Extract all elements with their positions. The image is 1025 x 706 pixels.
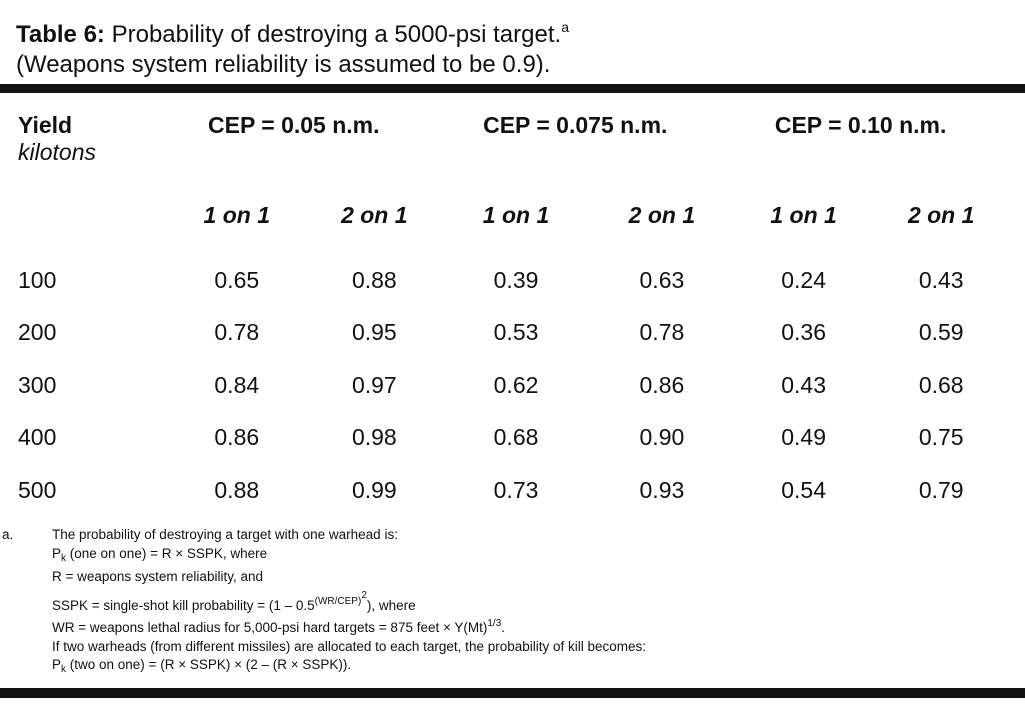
table-row: 400 0.86 0.98 0.68 0.90 0.49 0.75 (0, 412, 1010, 465)
footnote-text: SSPK = single-shot kill probability = (1… (52, 597, 315, 613)
value-cell: 0.49 (781, 424, 826, 451)
yield-cell: 200 (18, 319, 57, 346)
footnote-line: WR = weapons lethal radius for 5,000-psi… (52, 615, 646, 638)
footnote-line: R = weapons system reliability, and (52, 569, 263, 584)
yield-cell: 300 (18, 371, 57, 398)
yield-cell: 400 (18, 424, 57, 451)
exponent: (WR/CEP)2 (314, 590, 367, 607)
exponent-square: 2 (361, 589, 367, 601)
value-cell: 0.39 (493, 266, 539, 293)
pk-subscript: k (61, 552, 67, 564)
value-cell: 0.75 (918, 424, 964, 451)
exponent: 1/3 (487, 618, 502, 629)
yield-cell: 500 (18, 476, 57, 503)
footnote-text: WR = weapons lethal radius for 5,000-psi… (52, 620, 488, 635)
header-row-cep: Yield kilotons CEP = 0.05 n.m. CEP = 0.0… (0, 112, 1010, 202)
pk-subscript: k (61, 664, 67, 675)
value-cell: 0.36 (781, 319, 826, 346)
pk-symbol: P (52, 545, 62, 561)
header-row-allocation: 1 on 1 2 on 1 1 on 1 2 on 1 1 on 1 2 on … (0, 202, 1010, 254)
yield-cell: 100 (18, 266, 57, 293)
value-cell: 0.59 (918, 319, 964, 346)
top-rule (0, 84, 1025, 93)
exponent-text: (WR/CEP) (314, 595, 362, 607)
value-cell: 0.95 (351, 319, 397, 346)
value-cell: 0.73 (493, 476, 539, 503)
value-cell: 0.78 (639, 319, 685, 346)
sub-header: 2 on 1 (628, 202, 696, 228)
sub-header: 1 on 1 (203, 202, 270, 228)
footnote-line: Pk (two on one) = (R × SSPK) × (2 – (R ×… (52, 656, 646, 680)
value-cell: 0.86 (639, 371, 685, 398)
value-cell: 0.63 (639, 266, 685, 293)
sub-header: 1 on 1 (770, 202, 837, 228)
value-cell: 0.68 (493, 424, 539, 451)
value-cell: 0.24 (781, 266, 826, 293)
cep-header-3: CEP = 0.10 n.m. (774, 112, 947, 138)
value-cell: 0.88 (351, 266, 397, 293)
table-row: 100 0.65 0.88 0.39 0.63 0.24 0.43 (0, 254, 1010, 307)
sub-header: 1 on 1 (482, 202, 550, 228)
table-row: 200 0.78 0.95 0.53 0.78 0.36 0.59 (0, 307, 1010, 360)
value-cell: 0.98 (351, 424, 397, 451)
value-cell: 0.79 (918, 476, 964, 503)
value-cell: 0.86 (214, 424, 260, 451)
title-line-2: (Weapons system reliability is assumed t… (16, 51, 551, 78)
value-cell: 0.78 (214, 319, 260, 346)
table-row: 300 0.84 0.97 0.62 0.86 0.43 0.68 (0, 359, 1010, 412)
pk-symbol: P (52, 657, 62, 672)
cep-header-2: CEP = 0.075 n.m. (483, 112, 668, 138)
value-cell: 0.99 (351, 476, 397, 503)
value-cell: 0.88 (214, 476, 260, 503)
value-cell: 0.68 (918, 371, 964, 398)
probability-table: Yield kilotons CEP = 0.05 n.m. CEP = 0.0… (0, 112, 1010, 517)
footnote-body: The probability of destroying a target w… (52, 526, 646, 680)
cep-header-1: CEP = 0.05 n.m. (208, 112, 380, 138)
footnote-text: . (501, 620, 506, 635)
sub-header: 2 on 1 (341, 202, 408, 228)
value-cell: 0.65 (214, 266, 260, 293)
empty-header-cell (0, 202, 168, 254)
yield-header: Yield kilotons (0, 112, 168, 202)
title-footnote-mark: a (561, 19, 569, 35)
value-cell: 0.84 (214, 371, 260, 398)
value-cell: 0.97 (351, 371, 397, 398)
table-row: 500 0.88 0.99 0.73 0.93 0.54 0.79 (0, 464, 1010, 517)
footnote-text: ), where (366, 597, 416, 613)
value-cell: 0.62 (493, 371, 539, 398)
value-cell: 0.43 (781, 371, 826, 398)
value-cell: 0.53 (493, 319, 539, 346)
footnote-line: If two warheads (from different missiles… (52, 638, 647, 654)
value-cell: 0.93 (639, 476, 685, 503)
value-cell: 0.43 (918, 266, 964, 293)
bottom-rule (0, 688, 1025, 698)
footnote-line: SSPK = single-shot kill probability = (1… (52, 587, 646, 616)
value-cell: 0.54 (781, 476, 826, 503)
yield-unit-label: kilotons (18, 139, 96, 165)
footnote-text: (two on one) = (R × SSPK) × (2 – (R × SS… (66, 657, 352, 672)
title-text: Probability of destroying a 5000-psi tar… (104, 21, 562, 48)
footnote-line: The probability of destroying a target w… (52, 527, 398, 542)
table-label: Table 6: (16, 21, 105, 48)
value-cell: 0.90 (639, 424, 685, 451)
yield-header-label: Yield (18, 112, 73, 138)
title-line-1: Table 6: Probability of destroying a 500… (16, 12, 569, 50)
table-title: Table 6: Probability of destroying a 500… (16, 12, 569, 80)
footnote-text: (one on one) = R × SSPK, where (66, 545, 268, 561)
footnote-line: Pk (one on one) = R × SSPK, where (52, 545, 646, 569)
footnote-marker: a. (2, 527, 14, 542)
sub-header: 2 on 1 (907, 202, 975, 228)
